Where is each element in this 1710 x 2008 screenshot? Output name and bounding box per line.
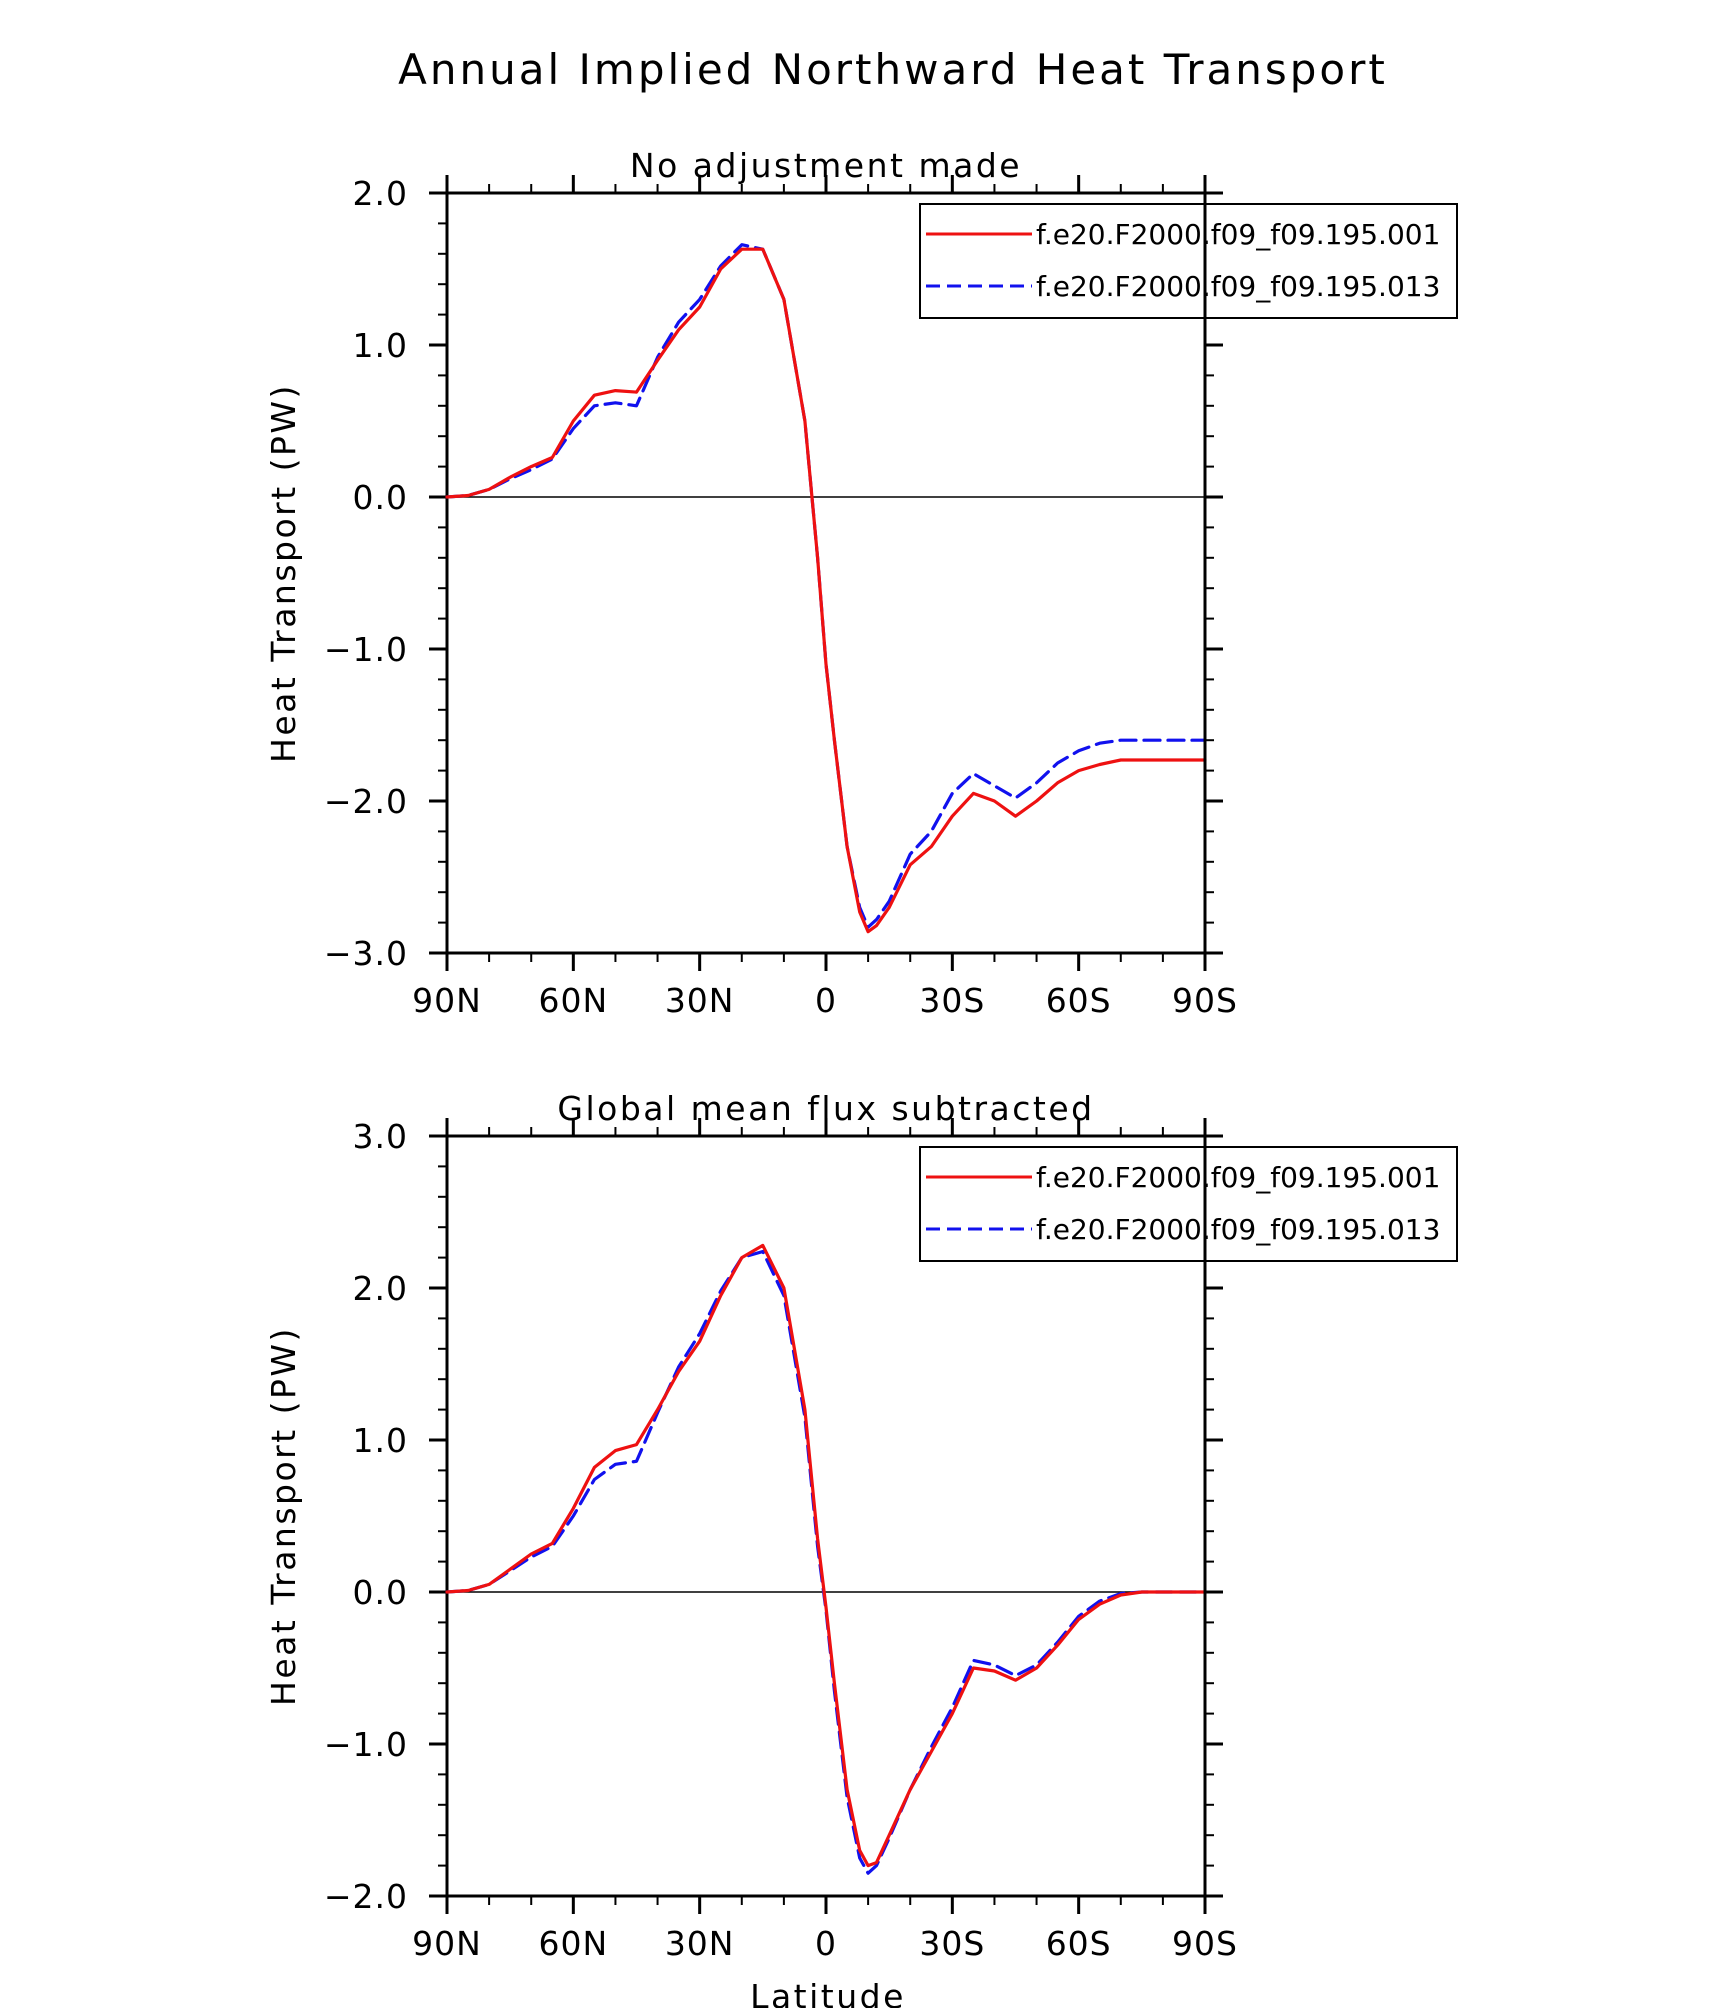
top-legend-box: [919, 203, 1458, 319]
bottom-x-tick-label: 60S: [1046, 1924, 1112, 1963]
top-y-tick-label: −1.0: [324, 630, 408, 669]
top-legend-label-2: f.e20.F2000.f09_f09.195.013: [1036, 270, 1440, 303]
top-x-tick-label: 0: [815, 981, 837, 1020]
bottom-x-tick-label: 30N: [665, 1924, 735, 1963]
top-y-tick-label: −3.0: [324, 934, 408, 973]
bottom-legend-label-2: f.e20.F2000.f09_f09.195.013: [1036, 1213, 1440, 1246]
bottom-x-tick-label: 0: [815, 1924, 837, 1963]
top-x-tick-label: 30S: [919, 981, 985, 1020]
x-axis-label: Latitude: [750, 1977, 906, 2008]
figure-title: Annual Implied Northward Heat Transport: [398, 45, 1388, 94]
top-y-axis-label: Heat Transport (PW): [264, 383, 303, 763]
bottom-x-tick-label: 90S: [1172, 1924, 1238, 1963]
top-x-tick-label: 60N: [538, 981, 608, 1020]
bottom-y-tick-label: 0.0: [353, 1573, 408, 1612]
top-x-tick-label: 90S: [1172, 981, 1238, 1020]
top-series-line-2: [445, 243, 1207, 929]
bottom-y-tick-label: 3.0: [353, 1117, 408, 1156]
bottom-legend-box: [919, 1146, 1458, 1262]
bottom-y-axis-label: Heat Transport (PW): [264, 1326, 303, 1706]
top-y-tick-label: −2.0: [324, 782, 408, 821]
top-y-tick-label: 0.0: [353, 478, 408, 517]
top-series-line-1: [445, 247, 1207, 934]
top-x-tick-label: 30N: [665, 981, 735, 1020]
bottom-x-tick-label: 90N: [412, 1924, 482, 1963]
top-x-tick-label: 90N: [412, 981, 482, 1020]
bottom-x-tick-label: 30S: [919, 1924, 985, 1963]
top-y-tick-label: 1.0: [353, 326, 408, 365]
top-y-tick-label: 2.0: [353, 174, 408, 213]
bottom-x-tick-label: 60N: [538, 1924, 608, 1963]
bottom-y-tick-label: −2.0: [324, 1877, 408, 1916]
bottom-legend-label-1: f.e20.F2000.f09_f09.195.001: [1036, 1161, 1440, 1194]
bottom-y-tick-label: 2.0: [353, 1269, 408, 1308]
top-legend-label-1: f.e20.F2000.f09_f09.195.001: [1036, 218, 1440, 251]
top-x-tick-label: 60S: [1046, 981, 1112, 1020]
bottom-y-tick-label: −1.0: [324, 1725, 408, 1764]
bottom-series-line-1: [445, 1243, 1207, 1868]
bottom-series-line-2: [445, 1249, 1207, 1875]
bottom-y-tick-label: 1.0: [353, 1421, 408, 1460]
